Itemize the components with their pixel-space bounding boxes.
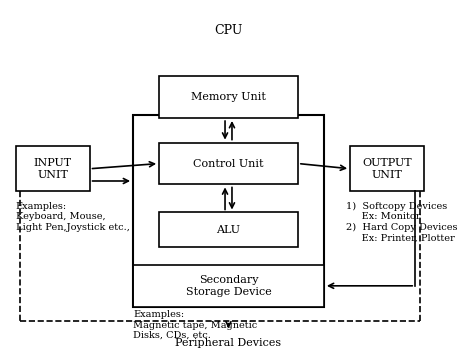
Text: ALU: ALU [217,225,240,235]
Text: Secondary
Storage Device: Secondary Storage Device [186,275,272,297]
Text: Examples:
Keyboard, Mouse,
Light Pen,Joystick etc.,: Examples: Keyboard, Mouse, Light Pen,Joy… [16,202,130,232]
Text: OUTPUT
UNIT: OUTPUT UNIT [362,158,412,180]
Bar [159,143,298,185]
Bar [159,76,298,118]
Bar [350,146,424,191]
Text: 1)  Softcopy Devices
     Ex: Monitor
2)  Hard Copy Devices
     Ex: Printer, Pl: 1) Softcopy Devices Ex: Monitor 2) Hard … [346,202,457,242]
Text: INPUT
UNIT: INPUT UNIT [34,158,72,180]
Text: Control Unit: Control Unit [193,159,264,169]
Text: CPU: CPU [214,24,243,37]
Bar [133,115,324,307]
Text: Peripheral Devices: Peripheral Devices [175,338,282,349]
Bar [159,212,298,247]
Bar [133,265,324,307]
Bar [16,146,90,191]
Text: Examples:
Magnetic tape, Magnetic
Disks, CDs, etc.: Examples: Magnetic tape, Magnetic Disks,… [133,310,257,340]
Text: Memory Unit: Memory Unit [191,92,266,102]
